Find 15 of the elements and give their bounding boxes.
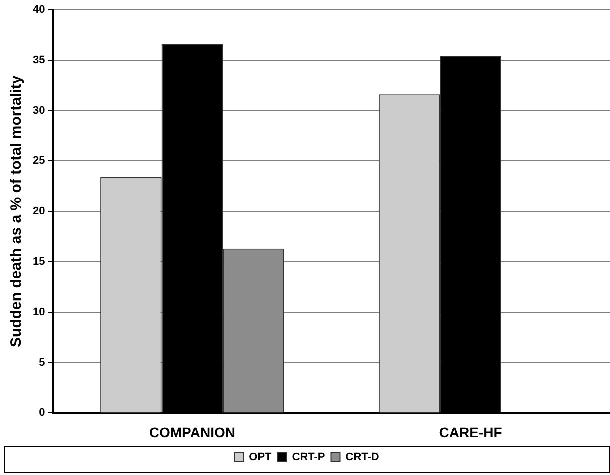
y-axis-title: Sudden death as a % of total mortality bbox=[8, 75, 26, 348]
y-tick-label: 0 bbox=[39, 407, 46, 420]
y-tick-label: 10 bbox=[32, 306, 46, 318]
legend-label: CRT-P bbox=[292, 452, 326, 464]
y-tick-label: 35 bbox=[32, 54, 46, 66]
legend-label: CRT-D bbox=[346, 452, 380, 464]
y-tick-label: 30 bbox=[32, 104, 46, 117]
y-tick-label: 5 bbox=[39, 356, 46, 369]
y-tick-label: 40 bbox=[32, 4, 46, 16]
x-tick-label: COMPANION bbox=[149, 424, 236, 440]
x-tick-label: CARE-HF bbox=[439, 424, 503, 440]
y-tick-label: 20 bbox=[32, 206, 46, 218]
y-tick-label: 15 bbox=[32, 256, 46, 268]
y-tick-label: 25 bbox=[32, 155, 46, 168]
legend-label: OPT bbox=[249, 452, 272, 464]
